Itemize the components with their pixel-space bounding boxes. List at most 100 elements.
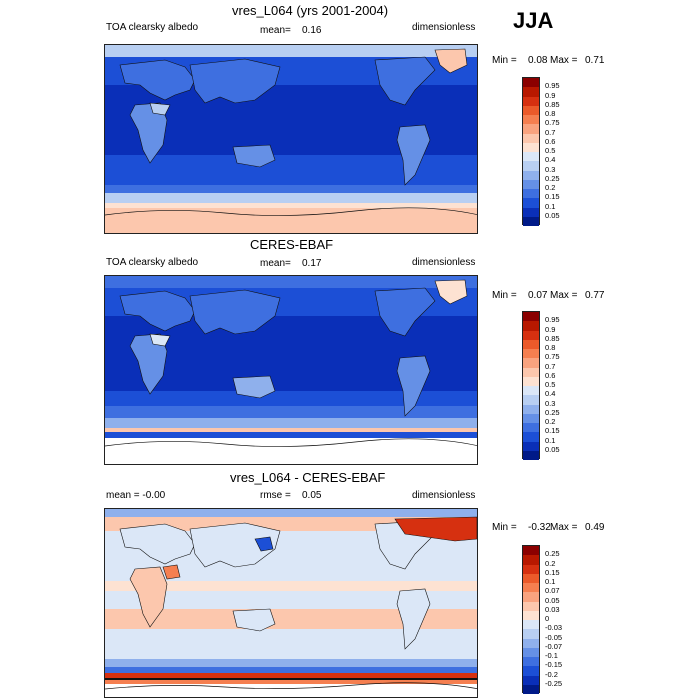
colorbar-tick-label: 0.25 <box>545 173 560 183</box>
colorbar-tick-label: 0.6 <box>545 136 556 146</box>
colorbar-tick-label: 0.25 <box>545 549 560 559</box>
colorbar-swatch <box>523 161 539 171</box>
colorbar-tick-label: 0.05 <box>545 210 560 220</box>
panel-3-title: vres_L064 - CERES-EBAF <box>230 470 386 485</box>
colorbar-tick-label: 0.15 <box>545 567 560 577</box>
colorbar-swatch <box>523 339 539 349</box>
panel-2-max-value: 0.77 <box>585 290 605 301</box>
colorbar-swatch <box>523 96 539 106</box>
panel-2-title: CERES-EBAF <box>250 237 334 252</box>
colorbar-swatch <box>523 684 539 694</box>
colorbar-swatch <box>523 358 539 368</box>
colorbar-tick-label: 0.75 <box>545 118 560 128</box>
colorbar-tick-label: 0.15 <box>545 426 560 436</box>
colorbar-tick-label: 0.3 <box>545 164 556 174</box>
colorbar-swatch <box>523 152 539 162</box>
panel-1-units: dimensionless <box>412 22 476 33</box>
colorbar-tick-label: 0.7 <box>545 127 556 137</box>
colorbar-swatch <box>523 620 539 630</box>
colorbar-tick-label: 0.4 <box>545 389 556 399</box>
panel-1-min-label: Min = <box>492 55 517 66</box>
colorbar-swatch <box>523 413 539 423</box>
colorbar-tick-label: 0.4 <box>545 155 556 165</box>
colorbar-swatch <box>523 395 539 405</box>
panel-2-min-value: 0.07 <box>528 290 548 301</box>
colorbar-swatch <box>523 386 539 396</box>
colorbar-swatch <box>523 207 539 217</box>
colorbar-tick-label: 0.95 <box>545 81 560 91</box>
colorbar-swatch <box>523 573 539 583</box>
colorbar-swatch <box>523 124 539 134</box>
panel-2-stat-label: mean= <box>260 258 291 269</box>
colorbar-swatch <box>523 115 539 125</box>
colorbar-tick-label: 0.05 <box>545 444 560 454</box>
colorbar-swatch <box>523 78 539 88</box>
panel-1-title: vres_L064 (yrs 2001-2004) <box>232 3 389 18</box>
colorbar-tick-label: 0.1 <box>545 435 556 445</box>
colorbar-swatch <box>523 321 539 331</box>
panel-2-stat-value: 0.17 <box>302 258 322 269</box>
colorbar-swatch <box>523 432 539 442</box>
colorbar-tick-label: -0.25 <box>545 678 563 688</box>
colorbar-swatch <box>523 142 539 152</box>
colorbar-tick-label: -0.05 <box>545 632 563 642</box>
colorbar-swatch <box>523 675 539 685</box>
panel-1-left-label: TOA clearsky albedo <box>106 22 199 33</box>
colorbar-tick-label: -0.07 <box>545 641 563 651</box>
colorbar-swatch <box>523 601 539 611</box>
panel-2-units: dimensionless <box>412 257 476 268</box>
panel-1-stat-label: mean= <box>260 25 291 36</box>
colorbar-swatch <box>523 216 539 226</box>
colorbar-swatch <box>523 330 539 340</box>
panel-2-min-label: Min = <box>492 290 517 301</box>
colorbar-tick-label: 0.07 <box>545 586 560 596</box>
colorbar-swatch <box>523 423 539 433</box>
colorbar-swatch <box>523 312 539 322</box>
colorbar-swatch <box>523 647 539 657</box>
panel-3-map-canvas <box>105 509 477 697</box>
colorbar-tick-label: -0.1 <box>545 651 558 660</box>
colorbar-tick-label: 0.8 <box>545 109 556 118</box>
panel-3-map <box>104 508 478 698</box>
panel-2-max-label: Max = <box>550 290 578 301</box>
colorbar-swatch <box>523 583 539 593</box>
colorbar-tick-label: 0.9 <box>545 324 556 334</box>
colorbar-tick-label: 0.95 <box>545 315 560 325</box>
colorbar-swatch <box>523 629 539 639</box>
colorbar-tick-label: 0.15 <box>545 192 560 202</box>
colorbar-swatch <box>523 105 539 115</box>
panel-3-left-label: mean = -0.00 <box>106 490 166 501</box>
season-label: JJA <box>513 8 554 33</box>
colorbar-tick-label: 0.9 <box>545 90 556 100</box>
colorbar-tick-label: 0.2 <box>545 183 556 192</box>
colorbar-tick-label: -0.15 <box>545 660 563 670</box>
panel-3-units: dimensionless <box>412 490 476 501</box>
colorbar-swatch <box>523 87 539 97</box>
colorbar-swatch <box>523 450 539 460</box>
colorbar-tick-label: 0.75 <box>545 352 560 362</box>
colorbar-tick-label: 0.5 <box>545 146 556 155</box>
panel-1-map-canvas <box>105 45 477 233</box>
colorbar-swatch <box>523 198 539 208</box>
colorbar-tick-label: 0.2 <box>545 417 556 426</box>
colorbar-swatch <box>523 349 539 359</box>
colorbar-swatch <box>523 189 539 199</box>
colorbar-tick-label: 0.05 <box>545 595 560 605</box>
colorbar-tick-label: 0.25 <box>545 407 560 417</box>
colorbar-swatch <box>523 170 539 180</box>
colorbar-tick-label: 0.5 <box>545 380 556 389</box>
colorbar-swatch <box>523 404 539 414</box>
colorbar-tick-label: 0.8 <box>545 343 556 352</box>
colorbar-tick-label: -0.2 <box>545 669 558 679</box>
panel-3-stat-value: 0.05 <box>302 490 322 501</box>
panel-1-min-value: 0.08 <box>528 55 548 66</box>
panel-1-colorbar <box>522 77 540 226</box>
colorbar-swatch <box>523 592 539 602</box>
panel-1-stat-value: 0.16 <box>302 25 322 36</box>
colorbar-tick-label: 0.1 <box>545 577 556 586</box>
colorbar-swatch <box>523 666 539 676</box>
colorbar-swatch <box>523 610 539 620</box>
panel-2-map-canvas <box>105 276 477 464</box>
colorbar-swatch <box>523 376 539 386</box>
panel-1-map <box>104 44 478 234</box>
